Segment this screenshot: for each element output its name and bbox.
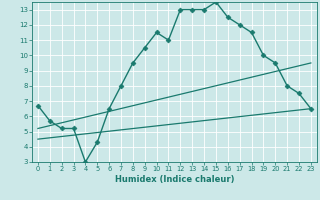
X-axis label: Humidex (Indice chaleur): Humidex (Indice chaleur) [115,175,234,184]
